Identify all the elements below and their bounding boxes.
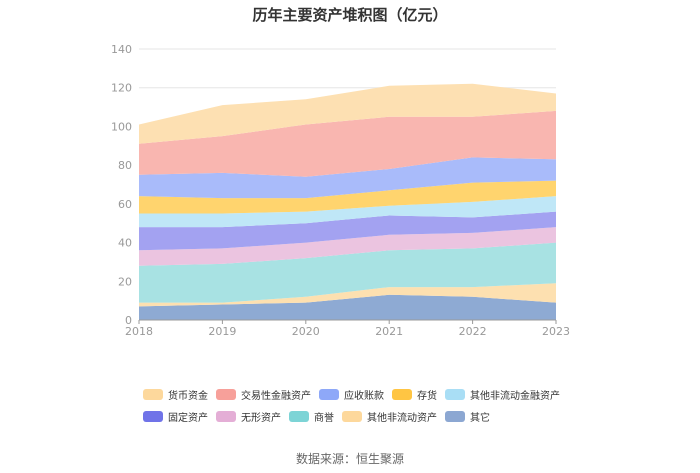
- legend-item[interactable]: 其它: [445, 409, 490, 424]
- data-source-note: 数据来源：恒生聚源: [295, 452, 404, 466]
- legend-swatch: [143, 389, 163, 400]
- legend-item[interactable]: 固定资产: [143, 409, 208, 424]
- area-series-8: [139, 110, 556, 177]
- legend-item[interactable]: 应收账款: [319, 387, 384, 402]
- area-series-4: [139, 211, 556, 251]
- legend-item[interactable]: 其他非流动资产: [342, 409, 437, 424]
- y-tick-label: 80: [118, 159, 132, 172]
- y-tick-label: 100: [111, 120, 132, 133]
- legend-label: 无形资产: [241, 413, 281, 424]
- area-series-7: [139, 157, 556, 199]
- legend-swatch: [143, 411, 163, 422]
- area-series-3: [139, 227, 556, 266]
- x-tick-label: 2018: [125, 325, 153, 338]
- area-series-6: [139, 180, 556, 214]
- legend-swatch: [342, 411, 362, 422]
- legend-label: 存货: [417, 391, 437, 402]
- y-tick-label: 120: [111, 82, 132, 95]
- area-series-5: [139, 196, 556, 228]
- area-layer: [139, 83, 556, 320]
- y-tick-label: 0: [125, 314, 132, 327]
- x-tick-label: 2023: [542, 325, 570, 338]
- legend-label: 应收账款: [344, 391, 384, 402]
- legend-swatch: [445, 389, 465, 400]
- x-tick-label: 2020: [292, 325, 320, 338]
- legend-label: 商誉: [314, 413, 334, 424]
- legend-swatch: [319, 389, 339, 400]
- legend-item[interactable]: 其他非流动金融资产: [445, 387, 560, 402]
- legend-item[interactable]: 存货: [392, 387, 437, 402]
- x-tick-label: 2021: [375, 325, 403, 338]
- axis-layer: 0 20 40 60 80 100 120 140 2018 2019 2020 2021 2022 20…: [111, 43, 570, 338]
- legend-item[interactable]: 商誉: [289, 409, 334, 424]
- legend-swatch: [216, 389, 236, 400]
- legend-item[interactable]: 无形资产: [216, 409, 281, 424]
- legend-row-0: 货币资金 交易性金融资产 应收账款 存货 其他非流动金融资产: [143, 387, 593, 402]
- y-tick-label: 20: [118, 275, 132, 288]
- y-tick-label: 40: [118, 237, 132, 250]
- x-tick-label: 2022: [459, 325, 487, 338]
- area-series-1: [139, 283, 556, 307]
- legend-label: 交易性金融资产: [241, 391, 311, 402]
- legend-swatch: [392, 389, 412, 400]
- legend-label: 货币资金: [168, 391, 208, 402]
- legend-item[interactable]: 货币资金: [143, 387, 208, 402]
- area-series-2: [139, 242, 556, 303]
- legend-label: 固定资产: [168, 413, 208, 424]
- y-tick-label: 60: [118, 198, 132, 211]
- legend-label: 其他非流动金融资产: [470, 391, 560, 402]
- legend: 货币资金 交易性金融资产 应收账款 存货 其他非流动金融资产固定资产 无形资产 商誉 其他非流…: [143, 387, 593, 431]
- legend-row-1: 固定资产 无形资产 商誉 其他非流动资产 其它: [143, 409, 593, 424]
- legend-swatch: [289, 411, 309, 422]
- area-series-0: [139, 294, 556, 320]
- area-series-9: [139, 83, 556, 144]
- legend-label: 其它: [470, 413, 490, 424]
- y-tick-label: 140: [111, 43, 132, 56]
- x-tick-label: 2019: [208, 325, 236, 338]
- legend-swatch: [216, 411, 236, 422]
- legend-swatch: [445, 411, 465, 422]
- chart-title: 历年主要资产堆积图（亿元）: [252, 6, 448, 24]
- legend-item[interactable]: 交易性金融资产: [216, 387, 311, 402]
- legend-label: 其他非流动资产: [367, 413, 437, 424]
